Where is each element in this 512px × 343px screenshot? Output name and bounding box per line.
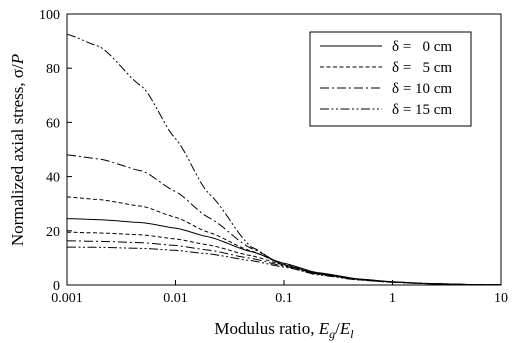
x-axis-title: Modulus ratio, Eg/El	[214, 319, 354, 341]
y-tick-label: 0	[53, 279, 60, 294]
series-line-2	[66, 154, 501, 286]
series-line-4	[67, 231, 502, 286]
legend-label-1: δ = 5 cm	[392, 60, 452, 76]
y-tick-label: 100	[39, 8, 60, 23]
legend-box	[309, 31, 472, 127]
legend-label-0: δ = 0 cm	[392, 39, 452, 55]
x-tick-label: 1	[389, 291, 396, 306]
x-tick-label: 0.1	[275, 291, 293, 306]
series-line-6	[67, 246, 502, 286]
y-tick-label: 80	[46, 62, 60, 77]
y-tick-label: 60	[46, 116, 60, 131]
y-tick-label: 40	[46, 171, 60, 186]
x-tick-label: 10	[494, 291, 508, 306]
series-line-1	[66, 196, 502, 286]
legend: δ = 0 cm δ = 5 cm δ = 10 cm δ = 15 cm	[309, 31, 472, 127]
legend-label-3: δ = 15 cm	[392, 102, 452, 118]
series-line-3	[66, 33, 501, 286]
legend-items: δ = 0 cm δ = 5 cm δ = 10 cm δ = 15 cm	[320, 39, 452, 118]
y-axis-title: Normalized axial stress, σ/P	[8, 54, 27, 246]
y-tick-label: 20	[46, 225, 60, 240]
series-line-0	[66, 218, 502, 286]
x-tick-label: 0.001	[51, 291, 83, 306]
x-tick-label: 0.01	[163, 291, 188, 306]
legend-label-2: δ = 10 cm	[392, 81, 452, 97]
series-layer	[66, 33, 502, 286]
